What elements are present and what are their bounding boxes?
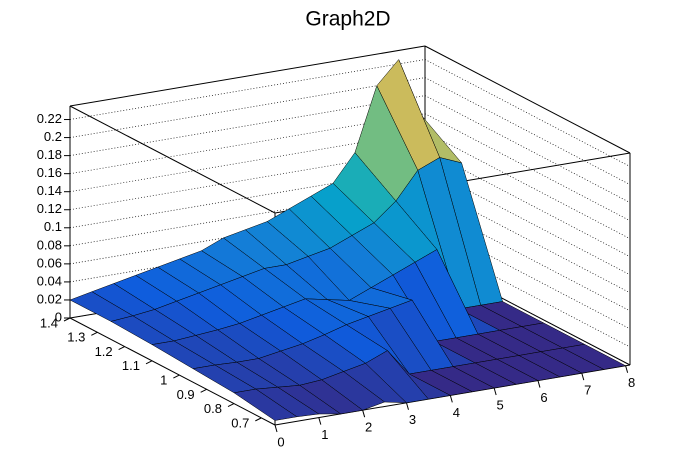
y-tick <box>173 374 180 379</box>
grid-line <box>69 113 631 222</box>
z-tick-label: 0.14 <box>37 183 62 198</box>
x-tick <box>362 410 366 418</box>
z-tick-label: 0.08 <box>37 237 62 252</box>
x-tick <box>581 373 585 381</box>
y-tick-label: 0.9 <box>177 387 195 402</box>
grid-line <box>69 77 631 185</box>
x-tick-label: 0 <box>277 434 284 449</box>
y-tick-label: 1.2 <box>95 344 113 359</box>
chart-title: Graph2D <box>305 8 390 31</box>
z-tick-label: 0.2 <box>44 129 62 144</box>
y-tick-label: 1 <box>160 373 167 388</box>
x-tick-label: 1 <box>321 427 328 442</box>
z-tick-label: 0.12 <box>37 201 62 216</box>
x-tick-label: 5 <box>497 397 504 412</box>
z-tick-label: 0.22 <box>37 111 62 126</box>
x-tick <box>493 387 497 396</box>
x-tick-label: 4 <box>453 405 460 420</box>
grid-line <box>69 59 631 167</box>
y-tick-label: 1.1 <box>122 358 140 373</box>
x-tick-label: 3 <box>409 412 416 427</box>
y-tick <box>255 417 262 422</box>
box-edge <box>424 45 631 154</box>
y-tick <box>145 360 153 365</box>
x-tick-label: 8 <box>628 375 635 390</box>
z-tick-label: 0 <box>55 309 62 324</box>
x-tick <box>318 417 322 425</box>
x-tick-label: 7 <box>584 383 591 398</box>
y-tick <box>200 388 207 393</box>
z-tick-label: 0.02 <box>37 291 62 306</box>
z-tick-label: 0.06 <box>37 255 62 270</box>
x-tick <box>406 402 409 410</box>
z-tick-label: 0.16 <box>37 165 62 180</box>
z-tick-label: 0.18 <box>37 147 62 162</box>
y-tick <box>118 346 125 350</box>
y-tick-label: 1.3 <box>67 330 85 345</box>
x-tick <box>537 380 541 388</box>
x-tick <box>449 395 453 403</box>
box-edge <box>69 45 426 107</box>
grid-line <box>69 95 631 203</box>
box-edge <box>69 105 276 214</box>
x-tick-label: 2 <box>365 420 372 435</box>
z-tick-label: 0.04 <box>37 273 62 288</box>
y-tick-label: 0.8 <box>204 401 222 416</box>
box-edge <box>69 317 276 426</box>
surface-cell <box>233 388 298 421</box>
y-tick <box>227 403 235 408</box>
x-tick <box>625 365 629 373</box>
z-tick-label: 0.1 <box>44 219 62 234</box>
x-tick <box>274 424 278 433</box>
x-tick-label: 6 <box>540 390 547 405</box>
y-tick-label: 0.7 <box>231 415 249 430</box>
y-tick-label: 1.4 <box>40 315 58 330</box>
y-tick <box>91 331 98 336</box>
